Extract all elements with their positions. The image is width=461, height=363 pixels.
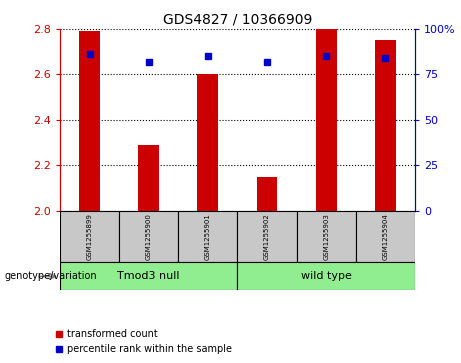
Bar — [356, 211, 415, 262]
Text: GSM1255902: GSM1255902 — [264, 213, 270, 260]
Bar — [60, 262, 237, 290]
Text: wild type: wild type — [301, 272, 352, 281]
Bar — [375, 40, 396, 211]
Text: GSM1255901: GSM1255901 — [205, 213, 211, 260]
Text: genotype/variation: genotype/variation — [5, 272, 97, 281]
Bar — [178, 211, 237, 262]
Text: GSM1255900: GSM1255900 — [146, 213, 152, 260]
Title: GDS4827 / 10366909: GDS4827 / 10366909 — [163, 12, 312, 26]
Bar — [316, 29, 337, 211]
Bar — [237, 262, 415, 290]
Bar — [257, 176, 278, 211]
Bar — [197, 74, 218, 211]
Legend: transformed count, percentile rank within the sample: transformed count, percentile rank withi… — [51, 326, 236, 358]
Bar — [79, 31, 100, 211]
Bar — [296, 211, 356, 262]
Text: Tmod3 null: Tmod3 null — [118, 272, 180, 281]
Bar — [237, 211, 296, 262]
Bar — [119, 211, 178, 262]
Text: GSM1255904: GSM1255904 — [382, 213, 388, 260]
Bar — [60, 211, 119, 262]
Bar — [138, 145, 159, 211]
Text: GSM1255903: GSM1255903 — [323, 213, 329, 260]
Text: GSM1255899: GSM1255899 — [87, 213, 93, 260]
